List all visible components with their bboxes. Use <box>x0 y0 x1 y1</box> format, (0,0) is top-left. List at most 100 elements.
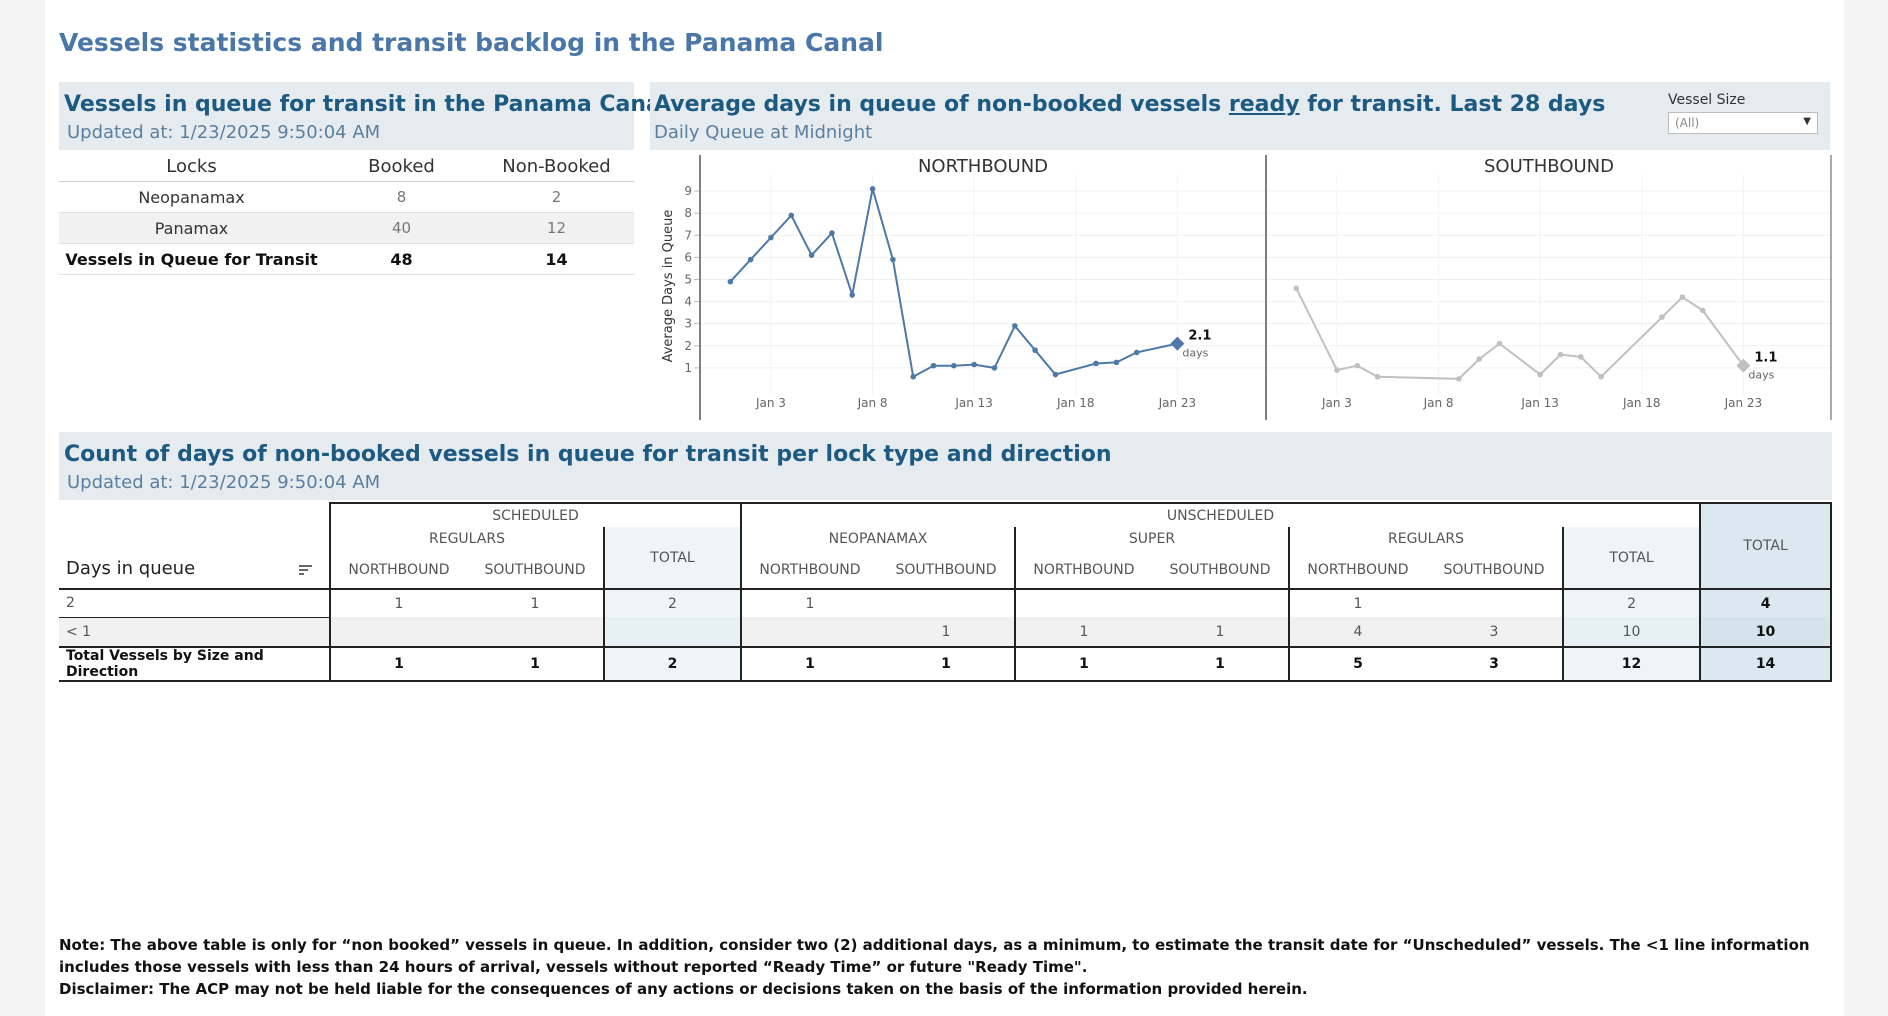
corner-cell <box>59 527 330 551</box>
count-panel-updated: Updated at: 1/23/2025 9:50:04 AM <box>67 472 381 493</box>
header-northbound: NORTHBOUND <box>1288 551 1426 589</box>
booked-value: 40 <box>324 212 479 244</box>
header-super: SUPER <box>1014 527 1289 551</box>
y-tick-label: 6 <box>684 250 692 264</box>
series-point <box>1557 351 1564 358</box>
end-value-label: 1.1 <box>1754 351 1777 366</box>
days-in-queue-label: Days in queue <box>66 558 196 579</box>
vessel-size-dropdown[interactable]: (All) ▼ <box>1668 112 1818 134</box>
x-tick-label: Jan 18 <box>1056 396 1095 410</box>
series-point <box>1456 376 1462 382</box>
series-point <box>1052 371 1059 378</box>
cell-value <box>1426 588 1563 617</box>
avg-days-chart: Average Days in Queue 1 2 3 4 5 6 7 8 9 NORTHBOUND… <box>661 155 1832 420</box>
header-scheduled-total: TOTAL <box>603 527 741 589</box>
series-point <box>829 230 835 236</box>
series-point <box>747 256 754 263</box>
table-row[interactable]: < 1 1 1 1 4 3 10 10 <box>59 617 1833 647</box>
non-booked-value: 2 <box>479 181 634 213</box>
cell-value: 1 <box>1152 617 1289 647</box>
y-tick-label: 2 <box>684 339 692 353</box>
row-label: < 1 <box>59 617 330 647</box>
table-total-row[interactable]: Vessels in Queue for Transit 48 14 <box>59 243 634 275</box>
x-tick-label: Jan 8 <box>857 396 888 410</box>
lock-name: Panamax <box>59 212 324 244</box>
corner-cell <box>59 503 330 527</box>
cell-value: 12 <box>1561 646 1701 682</box>
dropdown-arrow-icon: ▼ <box>1803 116 1811 127</box>
header-grand-total: TOTAL <box>1699 502 1833 589</box>
cell-value: 1 <box>878 617 1015 647</box>
queue-panel-updated: Updated at: 1/23/2025 9:50:04 AM <box>67 122 381 143</box>
col-locks: Locks <box>59 152 324 182</box>
y-tick-label: 7 <box>684 228 692 242</box>
lock-name: Neopanamax <box>59 181 324 213</box>
cell-value <box>329 617 467 647</box>
series-point <box>1374 373 1381 380</box>
cell-value: 14 <box>1699 646 1833 682</box>
x-tick-label: Jan 3 <box>755 396 786 410</box>
header-unscheduled-total: TOTAL <box>1561 527 1701 589</box>
cell-value: 1 <box>1288 588 1426 617</box>
series-point <box>869 186 876 192</box>
header-southbound: SOUTHBOUND <box>895 561 997 578</box>
series-point <box>1354 362 1361 369</box>
header-row-subgroups: REGULARS TOTAL NEOPANAMAX SUPER REGULARS… <box>59 527 1831 589</box>
series-point <box>1679 294 1686 300</box>
y-tick-label: 8 <box>684 206 692 220</box>
booked-value: 48 <box>324 243 479 275</box>
header-regulars-unscheduled: REGULARS <box>1288 527 1563 551</box>
cell-value: 1 <box>740 646 878 682</box>
series-point <box>1334 367 1340 373</box>
series-point <box>808 252 815 258</box>
y-tick-label: 1 <box>684 361 692 375</box>
table-total-row[interactable]: Total Vessels by Size and Direction 1 1 … <box>59 646 1833 682</box>
pane-title-southbound: SOUTHBOUND <box>1484 156 1614 177</box>
cell-value <box>467 617 604 647</box>
days-in-queue-header[interactable]: Days in queue <box>59 551 330 589</box>
series-point <box>951 362 957 369</box>
series-point <box>1659 314 1665 320</box>
table-row[interactable]: Neopanamax 8 2 <box>59 181 634 213</box>
header-scheduled: SCHEDULED <box>329 502 741 527</box>
avg-panel-title: Average days in queue of non-booked vess… <box>654 92 1605 117</box>
queue-panel-header: Vessels in queue for transit in the Pana… <box>59 82 668 150</box>
series-point <box>1093 360 1099 367</box>
table-row[interactable]: 2 1 1 2 1 1 2 4 <box>59 588 1833 618</box>
x-tick-label: Jan 13 <box>1520 396 1559 410</box>
series-point <box>1476 356 1482 362</box>
table-row[interactable]: Panamax 40 12 <box>59 212 634 244</box>
header-southbound: SOUTHBOUND <box>484 561 586 578</box>
series-point <box>1699 307 1706 314</box>
cell-value: 1 <box>329 588 467 617</box>
y-tick-label: 4 <box>684 295 692 309</box>
series-point <box>1537 371 1543 378</box>
avg-title-part: Average days in queue of non-booked vess… <box>654 92 1229 117</box>
locks-table: Locks Booked Non-Booked Neopanamax 8 2 P… <box>59 152 634 275</box>
cell-value <box>740 617 878 647</box>
x-tick-label: Jan 13 <box>954 396 993 410</box>
end-value-label: 2.1 <box>1188 329 1211 344</box>
col-non-booked: Non-Booked <box>479 152 634 182</box>
series-point <box>890 256 896 263</box>
row-label: Total Vessels by Size and Direction <box>59 646 330 682</box>
cell-value: 1 <box>1014 617 1152 647</box>
ready-link[interactable]: ready <box>1228 92 1300 117</box>
sort-icon[interactable] <box>299 560 313 581</box>
series-point <box>788 212 795 219</box>
series-point <box>1496 340 1503 347</box>
series-point <box>1578 354 1584 360</box>
cell-value: 2 <box>603 646 741 682</box>
series-point <box>849 292 856 298</box>
vessel-size-label: Vessel Size <box>1668 92 1746 108</box>
series-point <box>910 373 916 380</box>
header-northbound: NORTHBOUND <box>1014 551 1152 589</box>
cell-value <box>1152 588 1289 617</box>
x-tick-label: Jan 18 <box>1622 396 1661 410</box>
series-point <box>971 361 977 368</box>
page-title: Vessels statistics and transit backlog i… <box>59 28 884 57</box>
y-tick-label: 5 <box>684 272 692 286</box>
x-tick-label: Jan 23 <box>1724 396 1763 410</box>
cell-value: 1 <box>467 588 604 617</box>
disclaimer-text: Disclaimer: The ACP may not be held liab… <box>59 980 1308 998</box>
